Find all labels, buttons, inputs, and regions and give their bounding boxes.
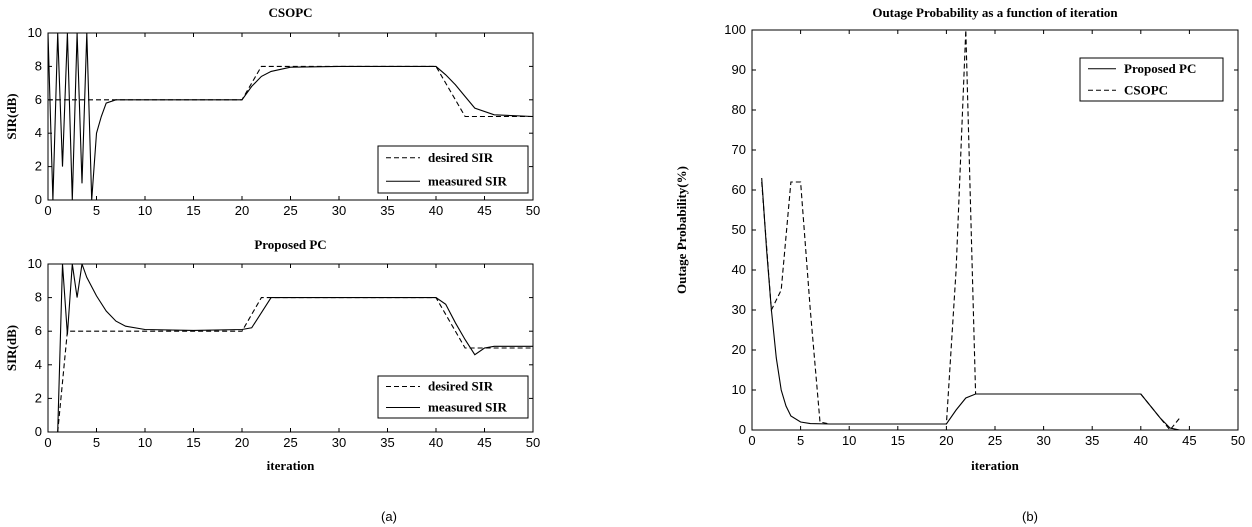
x-tick-label: 30 <box>1036 433 1050 448</box>
x-tick-label: 45 <box>477 203 491 218</box>
caption-a: (a) <box>381 509 397 524</box>
x-tick-label: 15 <box>186 203 200 218</box>
x-axis-label: iteration <box>971 458 1019 473</box>
chart-a-top: CSOPC SIR(dB) 0 5 10 15 20 25 30 35 40 45 50 0 2 4 6 8 10 d… <box>4 5 540 218</box>
x-tick-label: 0 <box>748 433 755 448</box>
x-tick-label: 5 <box>93 435 100 450</box>
y-tick-label: 0 <box>35 192 42 207</box>
x-tick-label: 50 <box>526 435 540 450</box>
y-tick-label: 70 <box>732 142 746 157</box>
x-tick-label: 5 <box>797 433 804 448</box>
y-tick-label: 4 <box>35 125 42 140</box>
y-tick-label: 10 <box>28 25 42 40</box>
x-tick-label: 20 <box>235 203 249 218</box>
y-axis-label: SIR(dB) <box>4 93 19 139</box>
y-tick-label: 50 <box>732 222 746 237</box>
x-tick-label: 35 <box>1085 433 1099 448</box>
x-tick-label: 40 <box>429 203 443 218</box>
y-tick-label: 0 <box>739 422 746 437</box>
x-tick-label: 25 <box>988 433 1002 448</box>
x-tick-label: 10 <box>138 435 152 450</box>
series-desired-sir <box>57 297 533 432</box>
y-tick-label: 10 <box>732 382 746 397</box>
x-tick-label: 45 <box>1182 433 1196 448</box>
legend-label: CSOPC <box>1124 82 1168 97</box>
y-tick-label: 90 <box>732 62 746 77</box>
y-tick-label: 0 <box>35 424 42 439</box>
y-tick-label: 6 <box>35 92 42 107</box>
legend: desired SIR measured SIR <box>377 145 529 194</box>
x-tick-label: 20 <box>235 435 249 450</box>
y-tick-label: 40 <box>732 262 746 277</box>
legend-box <box>377 145 529 194</box>
x-tick-label: 50 <box>1231 433 1245 448</box>
x-tick-label: 15 <box>891 433 905 448</box>
x-tick-label: 30 <box>332 435 346 450</box>
x-tick-label: 15 <box>186 435 200 450</box>
legend-label: Proposed PC <box>1124 61 1196 76</box>
series-group <box>48 33 533 200</box>
legend-label: desired SIR <box>428 150 494 165</box>
x-tick-label: 0 <box>44 435 51 450</box>
series-measured-sir <box>57 264 533 432</box>
legend: Proposed PC CSOPC <box>1079 57 1224 102</box>
y-tick-label: 6 <box>35 323 42 338</box>
x-tick-label: 45 <box>477 435 491 450</box>
x-tick-label: 10 <box>842 433 856 448</box>
y-axis-label: SIR(dB) <box>4 325 19 371</box>
y-axis-label: Outage Probability(%) <box>674 166 689 294</box>
series-csopc <box>761 30 1181 430</box>
y-tick-label: 10 <box>28 256 42 271</box>
chart-title: Proposed PC <box>254 237 326 252</box>
x-axis-label: iteration <box>267 458 315 473</box>
x-tick-label: 35 <box>380 203 394 218</box>
series-measured-sir <box>48 33 533 200</box>
y-tick-label: 4 <box>35 357 42 372</box>
x-tick-label: 10 <box>138 203 152 218</box>
x-tick-label: 50 <box>526 203 540 218</box>
legend-label: measured SIR <box>428 173 507 188</box>
y-tick-label: 8 <box>35 58 42 73</box>
x-tick-label: 20 <box>939 433 953 448</box>
legend-box <box>377 375 529 419</box>
y-tick-label: 80 <box>732 102 746 117</box>
y-tick-label: 30 <box>732 302 746 317</box>
y-tick-label: 20 <box>732 342 746 357</box>
legend-label: measured SIR <box>428 400 507 415</box>
y-tick-label: 2 <box>35 159 42 174</box>
x-tick-label: 30 <box>332 203 346 218</box>
x-tick-label: 5 <box>93 203 100 218</box>
y-tick-label: 2 <box>35 390 42 405</box>
chart-b: Outage Probability as a function of iter… <box>674 5 1245 473</box>
y-tick-label: 100 <box>724 22 746 37</box>
x-tick-label: 25 <box>283 435 297 450</box>
chart-title: Outage Probability as a function of iter… <box>872 5 1118 20</box>
chart-title: CSOPC <box>268 5 312 20</box>
series-group <box>761 30 1181 430</box>
legend-box <box>1079 57 1224 102</box>
x-tick-label: 0 <box>44 203 51 218</box>
x-tick-label: 35 <box>380 435 394 450</box>
x-tick-label: 25 <box>283 203 297 218</box>
legend: desired SIR measured SIR <box>377 375 529 419</box>
y-tick-label: 8 <box>35 290 42 305</box>
series-group <box>57 264 533 432</box>
x-tick-label: 40 <box>429 435 443 450</box>
y-tick-label: 60 <box>732 182 746 197</box>
legend-label: desired SIR <box>428 379 494 394</box>
caption-b: (b) <box>1022 509 1038 524</box>
x-tick-label: 40 <box>1134 433 1148 448</box>
